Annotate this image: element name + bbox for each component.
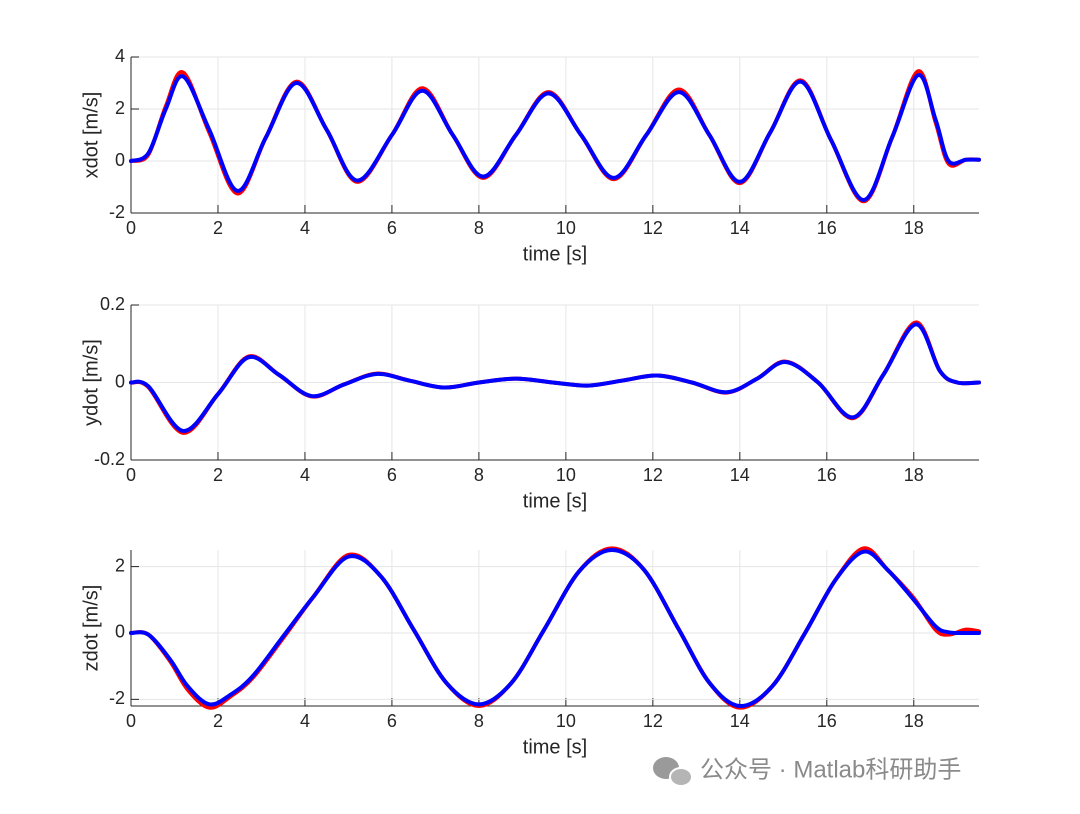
y-axis-label: ydot [m/s] (80, 339, 102, 426)
x-tick-label: 0 (126, 465, 136, 485)
x-tick-label: 10 (556, 218, 576, 238)
x-tick-label: 0 (126, 711, 136, 731)
y-tick-label: 0 (115, 371, 125, 391)
x-tick-label: 4 (300, 218, 310, 238)
series-line (129, 73, 981, 202)
series-line (129, 322, 981, 433)
wechat-icon (669, 767, 693, 787)
x-axis-label: time [s] (523, 490, 587, 512)
x-tick-label: 0 (126, 218, 136, 238)
x-tick-label: 4 (300, 711, 310, 731)
x-axis-label: time [s] (523, 243, 587, 265)
y-tick-label: 2 (115, 98, 125, 118)
x-axis-label: time [s] (523, 736, 587, 758)
x-tick-label: 4 (300, 465, 310, 485)
x-tick-label: 18 (904, 465, 924, 485)
x-tick-label: 6 (387, 218, 397, 238)
y-tick-label: 0 (115, 622, 125, 642)
y-tick-label: -2 (109, 688, 125, 708)
x-tick-label: 12 (643, 465, 663, 485)
x-tick-label: 2 (213, 711, 223, 731)
y-tick-label: 4 (115, 46, 125, 66)
x-tick-label: 16 (817, 218, 837, 238)
y-axis-label: zdot [m/s] (80, 585, 102, 672)
x-tick-label: 12 (643, 218, 663, 238)
x-tick-label: 16 (817, 711, 837, 731)
y-tick-label: -2 (109, 202, 125, 222)
watermark-group: 公众号 · Matlab科研助手 (653, 756, 961, 787)
x-tick-label: 12 (643, 711, 663, 731)
y-tick-label: 0.2 (100, 294, 125, 314)
x-tick-label: 14 (730, 711, 750, 731)
y-tick-label: 0 (115, 150, 125, 170)
x-tick-label: 18 (904, 218, 924, 238)
x-tick-label: 18 (904, 711, 924, 731)
x-tick-label: 8 (474, 711, 484, 731)
x-tick-label: 10 (556, 465, 576, 485)
x-tick-label: 8 (474, 218, 484, 238)
x-tick-label: 6 (387, 711, 397, 731)
x-tick-label: 8 (474, 465, 484, 485)
x-tick-label: 16 (817, 465, 837, 485)
x-tick-label: 2 (213, 465, 223, 485)
series-line (129, 547, 981, 708)
y-tick-label: -0.2 (94, 449, 125, 469)
y-axis-label: xdot [m/s] (80, 92, 102, 179)
plot-area (131, 57, 979, 213)
plot-area (131, 550, 979, 706)
watermark: 公众号 · Matlab科研助手 (700, 756, 961, 783)
x-tick-label: 14 (730, 465, 750, 485)
x-tick-label: 14 (730, 218, 750, 238)
x-tick-label: 2 (213, 218, 223, 238)
y-tick-label: 2 (115, 555, 125, 575)
x-tick-label: 6 (387, 465, 397, 485)
x-tick-label: 10 (556, 711, 576, 731)
